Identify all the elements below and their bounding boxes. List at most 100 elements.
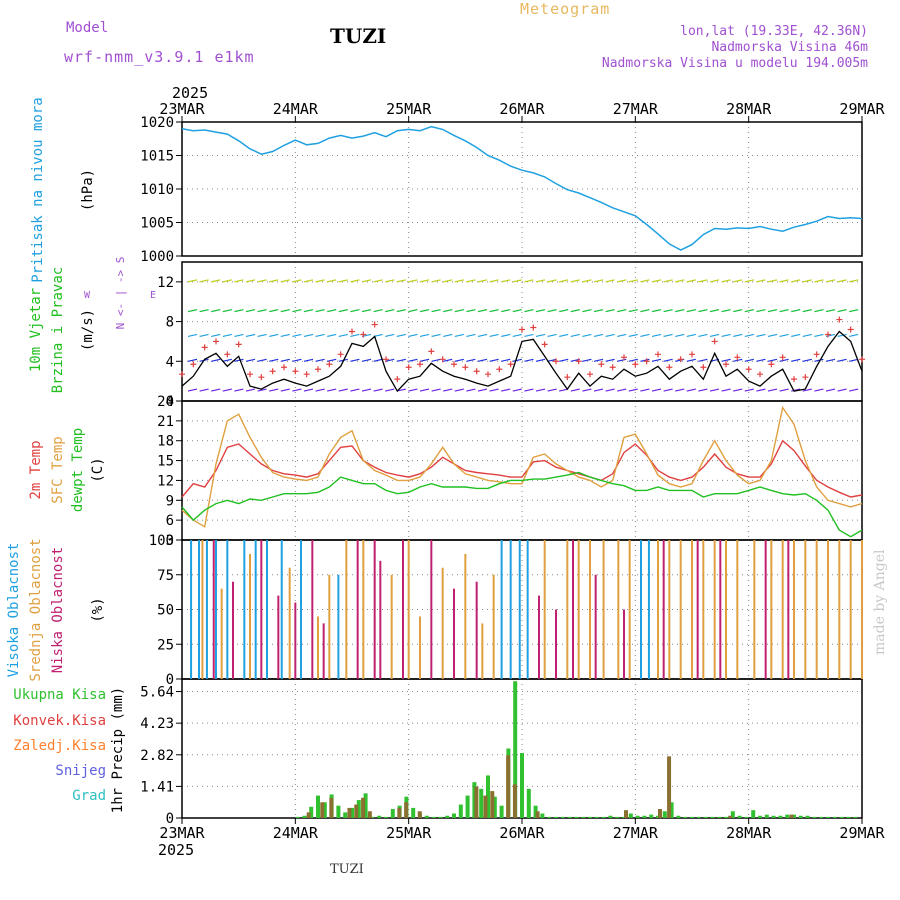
wind-arrow — [396, 279, 406, 283]
wind-arrow — [385, 279, 395, 283]
wind-arrow — [663, 333, 673, 338]
gust-mark — [689, 351, 695, 358]
y-tick-label: 9 — [166, 493, 174, 509]
wind-arrow — [686, 279, 696, 283]
wind-arrow — [675, 279, 685, 283]
wind-arrow — [547, 333, 557, 338]
wind-arrow — [361, 309, 372, 313]
wind-arrow — [501, 309, 511, 313]
wind-arrow — [454, 279, 464, 283]
precip-bar-0 — [336, 805, 341, 818]
precip-bar-0 — [628, 813, 633, 818]
precip-bar-0 — [588, 816, 592, 818]
wind-arrow — [535, 309, 546, 313]
wind-arrow — [512, 333, 522, 338]
wind-arrow — [582, 358, 592, 362]
wind-arrow — [269, 388, 279, 392]
wind-arrow — [837, 388, 847, 392]
gust-mark — [530, 324, 537, 331]
precip-bar-1 — [354, 804, 359, 818]
precip-bar-1 — [361, 797, 366, 818]
wind-arrow — [814, 333, 824, 338]
gust-mark — [677, 356, 684, 363]
pressure-units-label: (hPa) — [80, 169, 96, 211]
precip-legend-3: Snijeg — [55, 763, 106, 779]
precip-bar-0 — [492, 796, 497, 818]
precip-bar-0 — [465, 795, 470, 818]
temp-legend-1: SFC Temp — [50, 436, 66, 503]
precip-bar-1 — [329, 797, 334, 818]
gust-mark — [360, 331, 367, 338]
gust-mark — [269, 368, 276, 375]
wind-arrow — [315, 358, 325, 362]
wind-arrow — [303, 309, 314, 313]
model-label: Model — [66, 20, 109, 36]
wind-arrow — [443, 388, 453, 392]
precip-bar-0 — [819, 816, 824, 818]
wind-arrow — [292, 388, 302, 392]
precip-bar-0 — [370, 816, 375, 818]
wind-arrow — [408, 388, 418, 392]
wind-arrow — [187, 309, 198, 313]
wind-arrow — [593, 388, 604, 392]
year-label-bottom: 2025 — [158, 841, 194, 859]
wind-arrow — [791, 333, 801, 338]
precip-bar-1 — [535, 811, 540, 818]
wind-arrow — [663, 388, 673, 392]
wind-arrow — [744, 388, 754, 392]
y-tick-label: 1005 — [140, 216, 174, 232]
wind-arrow — [675, 388, 685, 392]
wind-arrow — [524, 388, 534, 392]
gust-mark — [213, 338, 219, 345]
precip-bar-0 — [350, 807, 354, 818]
wind-arrow — [605, 358, 615, 362]
wind-arrow — [245, 279, 256, 283]
gust-mark — [394, 376, 401, 383]
wind-arrow — [187, 388, 198, 392]
wind-arrow — [721, 388, 731, 392]
wind-arrow — [477, 388, 488, 392]
gust-mark — [836, 316, 843, 323]
gust-mark — [326, 361, 333, 368]
wind-arrow — [408, 333, 418, 338]
lonlat-info: lon,lat (19.33E, 42.36N) — [680, 24, 868, 39]
gust-mark — [564, 374, 571, 381]
compass-east: E — [150, 290, 156, 301]
gust-mark — [723, 361, 729, 368]
wind-arrow — [675, 333, 685, 338]
wind-arrow — [524, 333, 534, 338]
precip-bar-0 — [390, 809, 395, 818]
wind-arrow — [385, 333, 395, 338]
wind-arrow — [489, 279, 499, 283]
wind-arrow — [327, 279, 337, 283]
wind-arrow — [466, 358, 476, 362]
precip-bar-0 — [526, 788, 531, 818]
wind-arrow — [849, 333, 859, 338]
wind-arrow — [431, 388, 441, 392]
wind-arrow — [280, 388, 290, 392]
precip-bar-1 — [658, 809, 662, 818]
precip-bar-0 — [669, 802, 674, 818]
wind-arrow — [535, 279, 546, 283]
gust-mark — [428, 348, 435, 355]
y-tick-label: 1000 — [140, 249, 174, 265]
wind-arrow — [744, 358, 754, 362]
wind-arrow — [698, 279, 708, 283]
y-tick-label: 5.64 — [140, 685, 174, 701]
wind-arrow — [466, 309, 476, 313]
precip-bar-0 — [445, 815, 450, 818]
wind-arrow — [814, 388, 824, 392]
wind-arrow — [617, 279, 627, 283]
gust-mark — [711, 338, 718, 345]
x-tick-label-bottom: 24MAR — [273, 824, 319, 842]
wind-arrow — [756, 333, 766, 338]
wind-arrow — [327, 388, 337, 392]
wind-arrow — [593, 358, 604, 362]
gust-mark — [383, 356, 389, 363]
precip-bar-0 — [479, 788, 484, 818]
precip-bar-0 — [615, 816, 620, 818]
precip-bar-0 — [758, 815, 762, 818]
gust-mark — [632, 361, 639, 368]
wind-arrow — [802, 309, 812, 313]
